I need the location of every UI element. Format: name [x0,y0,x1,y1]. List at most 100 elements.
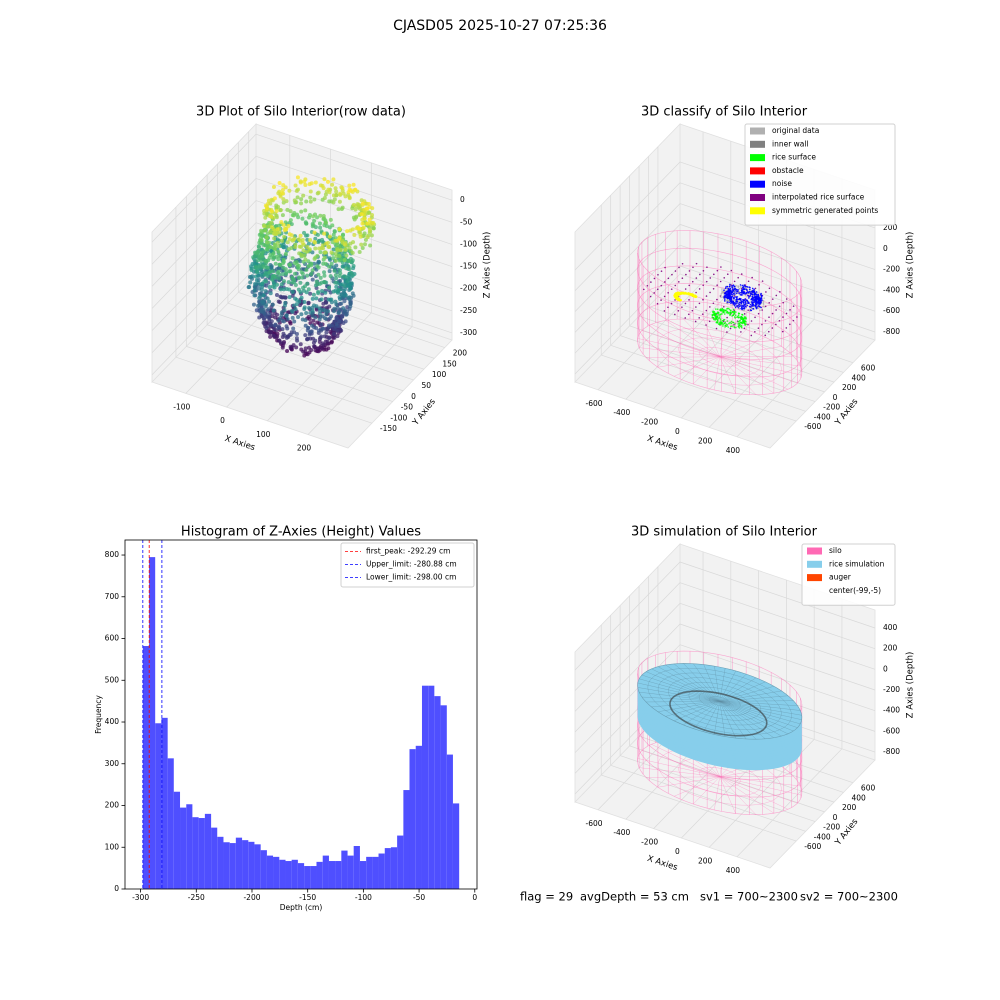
wire [637,265,803,342]
point [756,295,759,298]
point [730,293,733,296]
point [259,258,264,263]
point [266,307,271,312]
point [747,309,749,311]
bar [173,791,181,889]
point [732,289,734,291]
point [288,218,293,223]
point [737,306,740,309]
point [276,244,281,249]
point [691,309,694,312]
y-tick-label: -150 [380,424,397,433]
point [730,295,732,298]
point [327,264,332,269]
wire [719,701,789,734]
point [367,217,372,222]
point [252,293,257,298]
point [316,265,321,270]
point [334,284,339,289]
wire [673,701,720,722]
point [735,311,737,313]
point [750,304,753,307]
point [733,323,735,326]
point [761,309,763,311]
wire [719,677,757,702]
point [726,331,728,333]
point [340,205,345,210]
point [272,196,277,201]
point [347,196,352,201]
point [370,212,375,217]
point [728,297,731,300]
point [676,298,679,301]
point [291,326,296,331]
point [285,207,290,212]
point [724,322,726,325]
point [729,314,731,317]
legend-label: rice simulation [829,559,885,568]
wire [719,356,801,367]
x-tick-label: -50 [413,893,425,902]
wire [719,701,782,737]
y-tick-label: -400 [814,832,831,841]
point [736,305,738,307]
point [302,299,307,304]
point [310,313,315,318]
point [347,245,352,250]
point [350,291,355,296]
point [741,304,744,307]
point [340,186,345,191]
point [327,256,332,261]
wire [637,247,803,325]
point [727,287,730,290]
y-tick-label: -400 [814,412,831,421]
point [675,296,678,298]
point [313,338,318,343]
point [310,268,315,273]
point [663,310,666,312]
y-tick-label: 600 [861,784,876,793]
point [306,259,311,264]
wire [693,776,720,805]
wire [719,701,794,732]
point [720,266,722,268]
point [720,313,722,315]
point [698,288,701,290]
z-axis-label: Z Axies (Depth) [483,232,493,299]
wire [719,776,798,804]
point [362,242,367,247]
point [706,266,708,268]
plot-3d: 3D Plot of Silo Interior(row data) -100 0 1… [151,105,493,453]
point [346,275,351,280]
point [723,313,726,315]
point [290,256,295,261]
point [270,274,275,279]
point [785,312,788,315]
point [288,263,293,268]
point [745,292,747,295]
point [279,313,284,318]
point [348,304,353,309]
point [288,209,293,214]
point [755,300,758,303]
legend-swatch [750,140,765,148]
point [720,322,722,325]
point [301,349,306,354]
point [724,292,726,295]
x-axis-label: Depth (cm) [280,903,323,912]
point [306,301,311,306]
point [309,347,314,352]
legend-swatch [750,154,765,162]
point [338,257,343,262]
point [674,293,677,296]
point [280,272,285,277]
point [760,301,762,304]
point [265,206,270,211]
bar [353,846,360,889]
point [727,312,729,315]
point [331,200,336,205]
wire [719,701,757,740]
wire [719,701,801,711]
point [282,234,287,239]
bar [359,861,367,889]
